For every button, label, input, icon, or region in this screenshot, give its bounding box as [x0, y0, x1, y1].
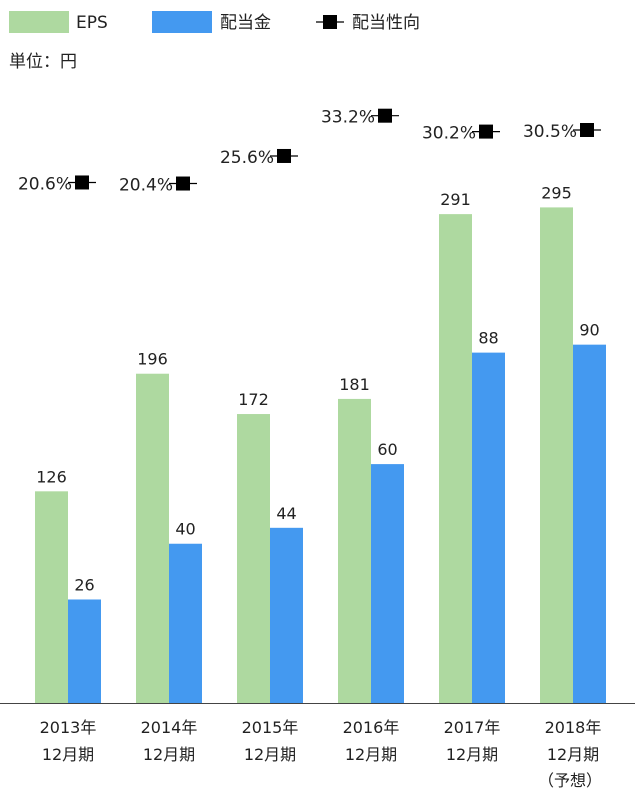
payout-marker [277, 148, 291, 163]
legend-payout-marker [323, 15, 337, 29]
plot-area: 126 26 20.6% 2013年 12月期 196 40 20.4% 2014年 12月期 17… [18, 108, 606, 790]
payout-marker [378, 108, 392, 123]
dividend-bar [371, 464, 404, 703]
payout-value-label: 20.6% [18, 174, 72, 194]
legend-eps-label: EPS [76, 13, 108, 33]
payout-value-label: 30.2% [422, 124, 476, 144]
legend-dividend-swatch [152, 11, 212, 33]
legend-eps-swatch [9, 11, 69, 33]
dividend-bar [169, 543, 202, 703]
category-period-label: 12月期 [446, 745, 498, 764]
category-period-label: 12月期 [42, 745, 94, 764]
legend: EPS 配当金 配当性向 [9, 11, 420, 33]
dividend-value-label: 40 [175, 520, 195, 539]
category-period-label: 12月期 [547, 745, 599, 764]
payout-marker [580, 123, 594, 137]
eps-value-label: 291 [440, 190, 471, 209]
dividend-bar [270, 527, 303, 703]
payout-marker [479, 124, 493, 139]
legend-dividend-label: 配当金 [220, 13, 271, 33]
payout-marker [176, 176, 190, 191]
unit-label: 単位：円 [9, 52, 77, 72]
dividend-value-label: 88 [478, 329, 498, 348]
dividend-value-label: 60 [377, 440, 397, 459]
eps-value-label: 196 [137, 350, 168, 369]
payout-value-label: 20.4% [119, 176, 173, 196]
dividend-bar [573, 344, 606, 703]
dividend-bar [472, 352, 505, 703]
eps-bar [237, 414, 270, 703]
category-period-label: 12月期 [345, 745, 397, 764]
dividend-value-label: 44 [276, 504, 296, 523]
dividend-value-label: 90 [579, 321, 599, 340]
category-year-label: 2014年 [141, 718, 198, 737]
eps-bar [136, 373, 169, 703]
category-year-label: 2017年 [444, 718, 501, 737]
category-period-label: 12月期 [143, 745, 195, 764]
eps-bar [439, 214, 472, 703]
dividend-bar [68, 599, 101, 703]
category-year-label: 2015年 [242, 718, 299, 737]
eps-value-label: 172 [238, 390, 269, 409]
payout-value-label: 25.6% [220, 148, 274, 168]
eps-value-label: 181 [339, 375, 370, 394]
category-period-label: 12月期 [244, 745, 296, 764]
dividend-value-label: 26 [74, 575, 94, 594]
eps-bar [35, 491, 68, 703]
eps-bar [540, 207, 573, 703]
payout-value-label: 30.5% [523, 122, 577, 142]
payout-value-label: 33.2% [321, 108, 375, 128]
category-year-label: 2013年 [40, 718, 97, 737]
eps-value-label: 126 [36, 467, 67, 486]
category-year-label: 2016年 [343, 718, 400, 737]
category-year-label: 2018年 [545, 718, 602, 737]
eps-bar [338, 398, 371, 703]
eps-value-label: 295 [541, 183, 572, 202]
legend-payout-label: 配当性向 [352, 13, 420, 33]
payout-marker [75, 175, 89, 190]
category-note-label: （予想） [538, 771, 602, 790]
